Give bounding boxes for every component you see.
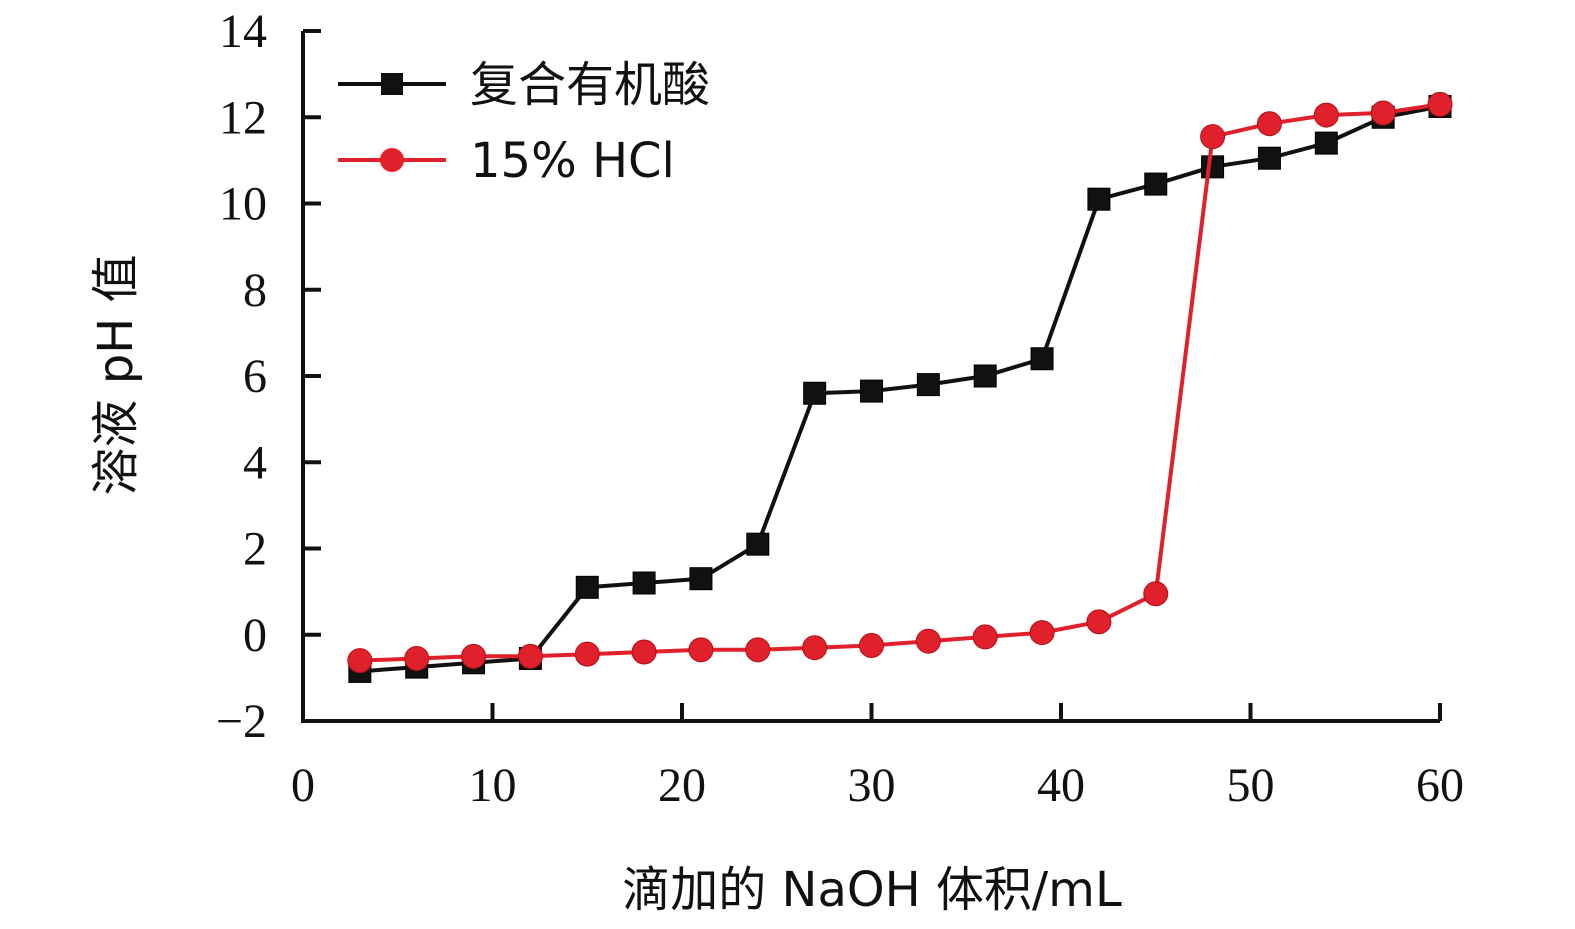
data-point [1087, 187, 1111, 211]
data-point [688, 637, 714, 663]
series-1 [347, 91, 1453, 674]
data-point [860, 379, 883, 403]
legend: 复合有机酸 15% HCl [338, 57, 710, 189]
data-point [1030, 347, 1054, 371]
data-point [1143, 581, 1169, 607]
data-point [802, 635, 828, 661]
legend-label: 复合有机酸 [470, 57, 710, 113]
data-point [575, 575, 599, 599]
data-point [1370, 100, 1396, 126]
y-axis-title: 溶液 pH 值 [88, 254, 144, 495]
data-point [1314, 131, 1338, 155]
axes: −2 0 2 4 6 8 10 12 14 0 10 20 30 40 50 60 [216, 5, 1464, 812]
x-tick-label: 10 [469, 759, 517, 812]
legend-label: 15% HCl [470, 133, 675, 189]
x-tick-label: 20 [658, 759, 706, 812]
data-point [517, 643, 543, 669]
y-tick-label: 10 [219, 178, 267, 231]
y-tick-label: −2 [216, 695, 267, 748]
legend-marker [380, 148, 404, 172]
x-tick-label: 30 [848, 759, 896, 812]
y-tick-label: 12 [219, 91, 267, 144]
data-point [1200, 124, 1226, 150]
y-tick-label: 6 [243, 350, 267, 403]
data-point [746, 532, 770, 556]
data-point [1201, 155, 1225, 179]
data-point [1144, 172, 1168, 196]
data-point [631, 639, 657, 665]
data-point [1257, 146, 1281, 170]
legend-item: 15% HCl [338, 133, 675, 189]
x-tick-label: 60 [1416, 759, 1464, 812]
data-point [859, 633, 884, 659]
series-layer [347, 91, 1453, 683]
legend-item: 复合有机酸 [338, 57, 710, 113]
data-point [1256, 111, 1282, 137]
series-line [359, 104, 1441, 674]
legend-marker [381, 73, 403, 95]
data-point [689, 567, 713, 591]
y-tick-label: 0 [243, 609, 267, 662]
x-axis-title: 滴加的 NaOH 体积/mL [622, 862, 1122, 918]
data-point [1029, 620, 1055, 646]
data-point [972, 624, 998, 650]
y-tick-label: 4 [243, 436, 267, 489]
data-point [973, 364, 997, 388]
data-point [347, 648, 373, 674]
data-point [404, 645, 430, 671]
x-tick-label: 50 [1227, 759, 1275, 812]
data-point [1427, 91, 1453, 117]
x-tick-label: 0 [291, 759, 315, 812]
data-point [632, 571, 656, 595]
data-point [574, 641, 600, 667]
data-point [461, 643, 487, 669]
data-point [1086, 609, 1112, 635]
y-tick-label: 2 [243, 523, 267, 576]
data-point [1313, 102, 1339, 128]
y-tick-label: 14 [219, 5, 267, 58]
data-point [915, 628, 941, 654]
data-point [916, 373, 940, 397]
data-point [803, 381, 827, 405]
y-tick-label: 8 [243, 264, 267, 317]
x-tick-label: 40 [1037, 759, 1085, 812]
data-point [745, 637, 771, 663]
